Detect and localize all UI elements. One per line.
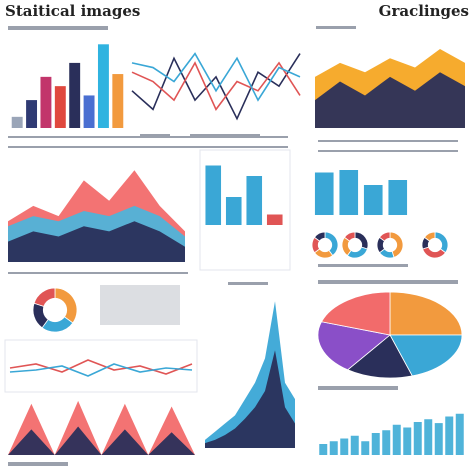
bar (434, 423, 443, 455)
bar (329, 441, 338, 455)
bar (112, 74, 124, 128)
area (8, 426, 195, 455)
bar (424, 419, 433, 455)
bar (205, 165, 222, 225)
bar (382, 430, 391, 455)
area (315, 72, 465, 128)
bar (403, 427, 412, 455)
bar (97, 44, 109, 128)
subtitle: Graclinges (379, 2, 469, 20)
bar (388, 180, 408, 215)
bar (83, 95, 95, 128)
pie-slice (346, 334, 413, 379)
bar (319, 444, 328, 455)
line (9, 359, 193, 375)
bar (11, 116, 23, 128)
donut-hole (317, 237, 333, 253)
pie-slice (317, 321, 391, 371)
bar (314, 172, 334, 215)
donut-hole (427, 237, 443, 253)
bar (40, 76, 52, 128)
bar (445, 416, 454, 455)
bar (363, 185, 383, 215)
bar (371, 433, 380, 455)
donut-hole (42, 297, 68, 323)
donut-hole (382, 237, 398, 253)
area (205, 350, 295, 448)
title: Staitical images (5, 2, 140, 20)
pie-slice (389, 334, 463, 377)
donut-hole (347, 237, 363, 253)
decor (4, 26, 458, 466)
pie-slice (320, 291, 391, 336)
line (131, 61, 301, 111)
bar (455, 413, 464, 455)
bar (339, 170, 359, 215)
bar (392, 424, 401, 455)
bar (413, 422, 422, 455)
bar (350, 435, 359, 455)
pie-slice (389, 291, 463, 336)
bar (54, 86, 66, 128)
bar (246, 176, 263, 225)
bar (26, 100, 38, 128)
line (131, 53, 301, 121)
area (8, 221, 185, 262)
bar (266, 214, 283, 225)
bar (340, 438, 349, 455)
line (131, 52, 301, 102)
line (9, 363, 193, 377)
bar (225, 197, 242, 225)
bar (69, 62, 81, 128)
bar (361, 441, 370, 455)
